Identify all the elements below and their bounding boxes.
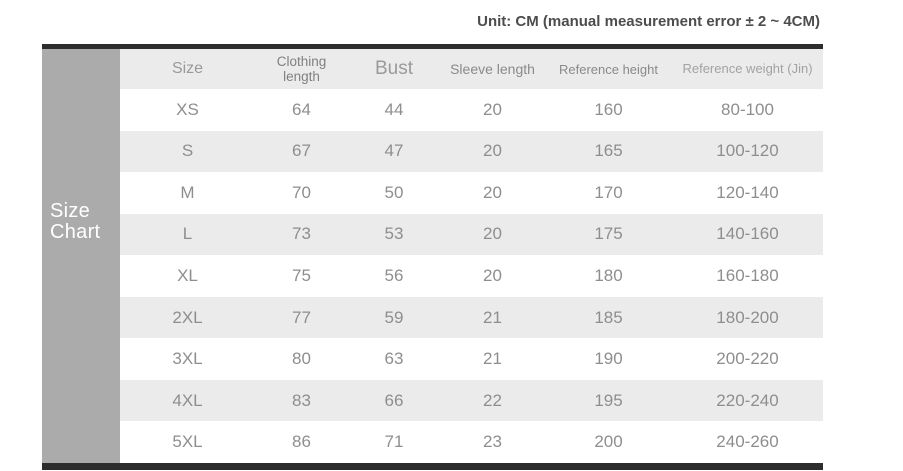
size-chart-side-block: Size Chart (42, 49, 120, 463)
value-cell: 185 (594, 307, 623, 327)
column-header-reference-weight: Reference weight (Jin) (682, 61, 813, 77)
table-row: 4XL 83 66 22 195 220-240 (120, 379, 823, 422)
value-cell: 71 (384, 432, 404, 452)
size-cell: L (182, 224, 193, 244)
value-cell: 53 (384, 224, 404, 244)
column-header-reference-height: Reference height (558, 61, 658, 77)
value-cell: 67 (292, 141, 311, 161)
value-cell: 63 (384, 349, 404, 369)
column-header-bust: Bust (374, 58, 414, 79)
value-cell: 195 (594, 390, 623, 410)
value-cell: 180-200 (716, 307, 779, 327)
size-cell: XS (176, 99, 199, 119)
value-cell: 21 (483, 349, 502, 369)
value-cell: 50 (384, 182, 404, 202)
table-row: XS 64 44 20 160 80-100 (120, 89, 823, 131)
value-cell: 44 (384, 99, 404, 119)
value-cell: 100-120 (716, 141, 779, 161)
column-header-sleeve-length: Sleeve length (450, 61, 535, 77)
table-row: XL 75 56 20 180 160-180 (120, 255, 823, 297)
value-cell: 23 (483, 432, 502, 452)
column-header-size: Size (171, 60, 204, 77)
value-cell: 160 (594, 99, 623, 119)
value-cell: 59 (384, 307, 404, 327)
table-row: 5XL 86 71 23 200 240-260 (120, 421, 823, 463)
table-row: L 73 53 20 175 140-160 (120, 213, 823, 256)
value-cell: 170 (594, 182, 623, 202)
value-cell: 120-140 (716, 182, 779, 202)
value-cell: 175 (594, 224, 623, 244)
value-cell: 66 (384, 390, 404, 410)
header-row: Size Clothing length Bust Sleeve length … (120, 49, 823, 89)
value-cell: 47 (384, 141, 404, 161)
size-chart-table-frame: Size Chart Size Clothing length Bust Sle… (42, 44, 823, 470)
value-cell: 190 (594, 349, 623, 369)
value-cell: 160-180 (716, 265, 779, 285)
value-cell: 22 (483, 390, 502, 410)
size-cell: 5XL (172, 432, 203, 452)
value-cell: 77 (292, 307, 311, 327)
table-row: 3XL 80 63 21 190 200-220 (120, 338, 823, 380)
value-cell: 75 (292, 265, 311, 285)
value-cell: 21 (483, 307, 502, 327)
value-cell: 20 (483, 265, 502, 285)
value-cell: 64 (292, 99, 311, 119)
size-table: Size Clothing length Bust Sleeve length … (120, 49, 823, 463)
value-cell: 70 (292, 182, 311, 202)
value-cell: 220-240 (716, 390, 779, 410)
value-cell: 20 (483, 141, 502, 161)
value-cell: 165 (594, 141, 623, 161)
side-label-line1: Size (50, 200, 91, 222)
column-header-clothing-length: Clothing length (276, 54, 327, 84)
size-cell: 4XL (172, 390, 203, 410)
value-cell: 20 (483, 224, 502, 244)
size-cell: 2XL (172, 307, 203, 327)
value-cell: 140-160 (716, 224, 779, 244)
size-cell: 3XL (172, 349, 203, 369)
value-cell: 80-100 (721, 99, 774, 119)
value-cell: 180 (594, 265, 623, 285)
value-cell: 20 (483, 182, 502, 202)
unit-note: Unit: CM (manual measurement error ± 2 ~… (477, 13, 820, 30)
value-cell: 80 (292, 349, 311, 369)
value-cell: 86 (292, 432, 311, 452)
size-cell: M (180, 182, 195, 202)
value-cell: 240-260 (716, 432, 779, 452)
side-label-line2: Chart (50, 221, 101, 243)
size-table-body: XS 64 44 20 160 80-100 S 67 47 20 165 100-120 M 70 50 2… (120, 89, 823, 463)
value-cell: 56 (384, 265, 404, 285)
table-row: S 67 47 20 165 100-120 (120, 130, 823, 173)
value-cell: 83 (292, 390, 311, 410)
size-table-header: Size Clothing length Bust Sleeve length … (120, 49, 823, 89)
value-cell: 200-220 (716, 349, 779, 369)
size-chart-side-label: Size Chart (50, 201, 100, 243)
table-row: M 70 50 20 170 120-140 (120, 172, 823, 214)
size-cell: XL (177, 265, 198, 285)
value-cell: 200 (594, 432, 623, 452)
value-cell: 73 (292, 224, 311, 244)
size-cell: S (181, 141, 194, 161)
value-cell: 20 (483, 99, 502, 119)
table-row: 2XL 77 59 21 185 180-200 (120, 296, 823, 339)
